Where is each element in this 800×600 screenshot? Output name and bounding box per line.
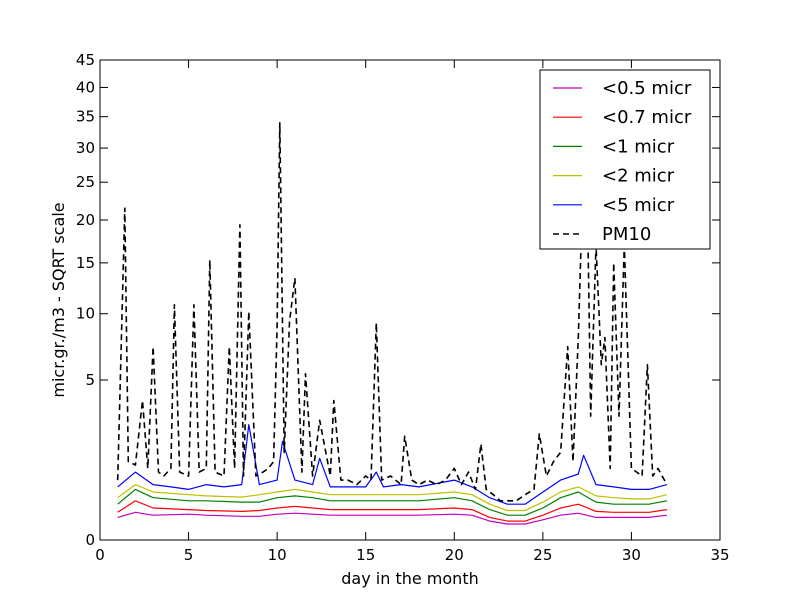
x-tick-label-3: 15 [356, 546, 375, 564]
legend-label-5: PM10 [602, 224, 651, 245]
legend-label-2: <1 micr [602, 136, 675, 157]
legend-frame [539, 69, 711, 250]
y-tick-label-5: 25 [76, 173, 95, 191]
y-tick-label-0: 0 [85, 531, 95, 549]
legend-label-3: <2 micr [602, 166, 675, 187]
series-line-2 [117, 488, 668, 516]
x-axis-label: day in the month [341, 569, 478, 588]
series-line-3 [117, 484, 668, 512]
x-tick-label-1: 5 [184, 546, 194, 564]
legend-label-1: <0.7 micr [602, 107, 692, 128]
y-tick-label-1: 5 [85, 371, 95, 389]
x-tick-label-7: 35 [710, 546, 729, 564]
y-tick-label-3: 15 [76, 254, 95, 272]
series-line-1 [117, 500, 667, 522]
x-tick-label-5: 25 [533, 546, 552, 564]
x-tick-label-4: 20 [445, 546, 464, 564]
y-tick-label-8: 40 [76, 78, 95, 96]
y-axis: 0 5 10 15 20 25 30 35 40 45 [76, 51, 720, 549]
x-axis: 0 5 10 15 20 25 30 35 [95, 60, 730, 564]
y-tick-label-6: 30 [76, 139, 95, 157]
y-tick-label-7: 35 [76, 108, 95, 126]
y-tick-label-9: 45 [76, 51, 95, 69]
x-tick-label-0: 0 [95, 546, 105, 564]
legend-label-4: <5 micr [602, 195, 675, 216]
x-tick-label-2: 10 [268, 546, 287, 564]
y-tick-label-2: 10 [76, 305, 95, 323]
y-tick-label-4: 20 [76, 211, 95, 229]
plot-frame [99, 59, 721, 541]
legend-label-0: <0.5 micr [602, 78, 692, 99]
series-line-0 [117, 511, 667, 525]
legend: <0.5 micr <0.7 micr <1 micr <2 micr <5 micr P… [539, 69, 711, 250]
x-tick-label-6: 30 [622, 546, 641, 564]
y-axis-label: micr.gr./m3 - SQRT scale [49, 202, 68, 397]
